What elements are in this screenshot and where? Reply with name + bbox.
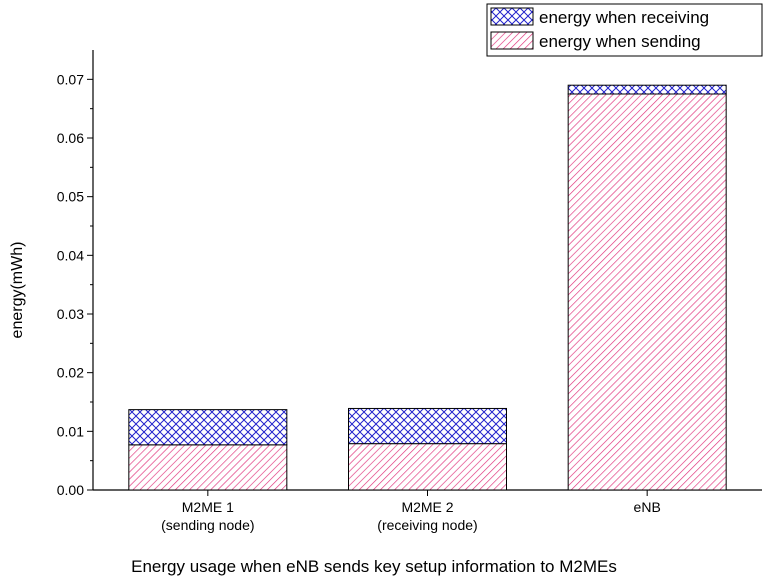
y-axis-title: energy(mWh) bbox=[9, 242, 26, 339]
y-tick-label: 0.04 bbox=[57, 247, 84, 263]
bar-energy-when-sending bbox=[567, 93, 727, 491]
x-tick-label: M2ME 1 bbox=[182, 499, 234, 515]
bar-energy-when-receiving bbox=[128, 409, 288, 446]
y-tick-label: 0.03 bbox=[57, 306, 84, 322]
legend-label: energy when sending bbox=[539, 32, 701, 51]
bar-energy-when-sending bbox=[348, 443, 507, 491]
y-tick-label: 0.02 bbox=[57, 365, 84, 381]
plot-area: 0.00 0.01 0.02 0.03 0.04 0.05 0.06 0.07 M2ME 1 (s… bbox=[57, 50, 762, 533]
y-tick-label: 0.07 bbox=[57, 71, 84, 87]
legend-swatch bbox=[490, 31, 534, 50]
y-tick-label: 0.06 bbox=[57, 130, 84, 146]
bar-energy-when-sending bbox=[128, 444, 288, 491]
bar-energy-when-receiving bbox=[348, 407, 507, 445]
legend: energy when receiving energy when sending bbox=[486, 3, 763, 57]
x-tick-label: (sending node) bbox=[161, 517, 254, 533]
bar-energy-when-receiving bbox=[567, 84, 727, 95]
x-tick-label: M2ME 2 bbox=[401, 499, 453, 515]
x-tick-label: eNB bbox=[634, 499, 661, 515]
legend-label: energy when receiving bbox=[539, 8, 709, 27]
y-tick-label: 0.05 bbox=[57, 189, 84, 205]
y-tick-label: 0.00 bbox=[57, 482, 84, 498]
x-tick-label: (receiving node) bbox=[377, 517, 477, 533]
x-axis-title: Energy usage when eNB sends key setup in… bbox=[131, 557, 617, 576]
y-tick-label: 0.01 bbox=[57, 423, 84, 439]
legend-swatch bbox=[490, 7, 534, 26]
